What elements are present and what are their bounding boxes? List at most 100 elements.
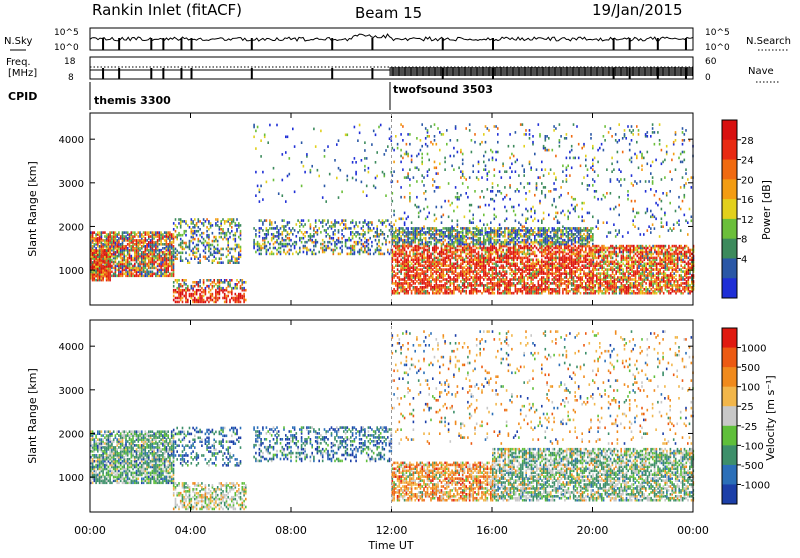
power-cell [182,289,184,292]
power-cell [347,179,349,182]
power-cell [416,286,418,289]
power-cell [159,231,161,234]
power-cell [499,243,501,246]
power-cell [362,191,364,194]
power-cell [543,245,545,248]
power-cell [380,124,382,127]
power-cell [446,227,448,230]
power-cell [282,237,284,240]
power-cell [173,299,175,302]
power-cell [196,248,198,251]
power-cell [116,239,118,242]
power-cell [352,245,354,248]
power-cell [327,219,329,222]
power-cell [131,231,133,234]
power-cell [294,245,296,248]
power-cell [479,290,481,293]
power-cell [201,291,203,294]
power-cell [240,238,242,241]
power-cell [373,235,375,238]
power-cell [132,257,134,260]
power-cell [123,263,125,266]
power-cell [199,279,201,282]
power-cell [395,264,397,267]
power-cell [376,243,378,246]
power-cell [481,253,483,256]
power-cell [354,233,356,236]
power-cell [527,235,529,238]
power-cell [515,227,517,230]
power-cell [515,263,517,266]
power-cell [406,239,408,242]
freq-gap-marker [371,68,373,79]
power-cell [262,198,264,201]
power-cell [212,299,214,302]
power-cell [185,220,187,223]
power-cell [184,230,186,233]
power-cell [173,295,175,298]
power-cell [176,301,178,304]
power-cell [320,243,322,246]
power-cell [523,270,525,273]
power-cell [376,151,378,154]
power-cell [516,249,518,252]
power-cell [226,287,228,290]
power-cell [148,249,150,252]
power-cell [155,255,157,258]
power-cell [189,261,191,264]
power-cell [276,235,278,238]
power-cell [362,229,364,232]
power-cell [257,249,259,252]
power-cell [301,161,303,164]
power-cell [550,268,552,271]
power-cell [476,247,478,250]
power-cell [301,185,303,188]
power-cell [104,231,106,234]
power-cell [504,253,506,256]
power-cell [125,245,127,248]
power-cell [299,225,301,228]
power-cell [171,233,173,236]
power-cell [152,231,154,234]
power-cell [509,239,511,242]
power-cell [327,245,329,248]
power-cell [354,157,356,160]
power-cell [141,267,143,270]
power-cell [375,177,377,180]
power-cell [224,279,226,282]
power-cell [469,290,471,293]
power-cell [371,229,373,232]
power-cell [113,267,115,270]
power-cell [357,241,359,244]
power-cell [527,286,529,289]
power-cell [548,284,550,287]
power-cell [541,227,543,230]
power-cell [488,268,490,271]
power-cell [203,289,205,292]
power-cell [464,290,466,293]
power-cell [294,191,296,194]
power-cell [296,223,298,226]
power-cell [453,251,455,254]
power-cell [513,282,515,285]
power-cell [502,290,504,293]
power-cell [492,237,494,240]
power-cell [317,169,319,172]
power-cell [176,291,178,294]
power-cell [331,225,333,228]
power-cell [359,249,361,252]
power-cell [469,237,471,240]
power-cell [552,288,554,291]
power-cell [175,289,177,292]
power-cell [287,136,289,139]
power-cell [457,272,459,275]
power-cell [409,274,411,277]
power-cell [134,231,136,234]
power-cell [210,283,212,286]
power-cell [341,249,343,252]
power-cell [176,226,178,229]
power-cell [217,261,219,264]
power-cell [397,253,399,256]
power-cell [235,257,237,260]
power-cell [226,248,228,251]
